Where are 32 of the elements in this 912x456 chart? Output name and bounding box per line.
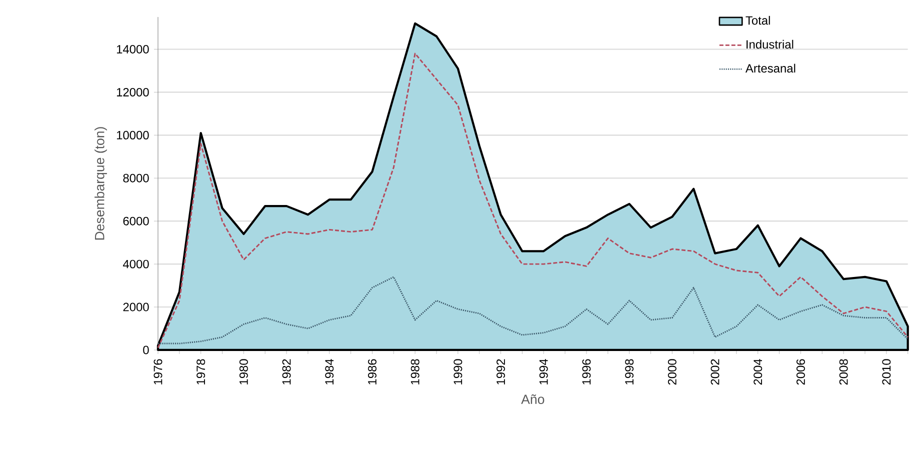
legend-label: Industrial bbox=[746, 40, 794, 49]
y-tick-label: 2000 bbox=[123, 302, 149, 312]
x-tick-label: 1988 bbox=[410, 359, 420, 384]
x-tick-label: 2000 bbox=[668, 359, 676, 385]
legend-label: Artesanal bbox=[745, 64, 796, 73]
x-tick-label: 2008 bbox=[839, 359, 848, 385]
x-tick-label: 1976 bbox=[154, 359, 162, 384]
y-tick-label: 6000 bbox=[123, 216, 149, 226]
x-tick-label: 1980 bbox=[239, 359, 248, 384]
x-tick-label: 2010 bbox=[882, 359, 891, 385]
legend-label: Total bbox=[746, 16, 770, 25]
x-tick-label: 2004 bbox=[754, 359, 762, 385]
x-tick-label: 1992 bbox=[496, 359, 506, 384]
x-tick-label: 2002 bbox=[710, 359, 720, 385]
x-tick-label: 1978 bbox=[196, 359, 206, 384]
x-tick-label: 1984 bbox=[325, 359, 334, 384]
y-tick-label: 10000 bbox=[116, 131, 149, 140]
x-tick-label: 2006 bbox=[796, 359, 805, 385]
x-axis-title: Año bbox=[521, 394, 544, 404]
x-tick-label: 1996 bbox=[582, 359, 591, 384]
y-tick-label: 4000 bbox=[122, 260, 149, 268]
x-tick-label: 1998 bbox=[625, 359, 634, 384]
x-tick-label: 1986 bbox=[368, 359, 376, 384]
x-tick-label: 1994 bbox=[539, 359, 548, 384]
y-axis-title: Desembarque (ton) bbox=[94, 127, 107, 240]
y-tick-label: 0 bbox=[143, 346, 149, 354]
y-tick-label: 8000 bbox=[123, 174, 149, 182]
x-tick-label: 1982 bbox=[282, 359, 291, 384]
y-tick-label: 12000 bbox=[116, 88, 149, 97]
y-tick-label: 14000 bbox=[116, 45, 149, 54]
line-series bbox=[157, 276, 909, 344]
x-tick-label: 1990 bbox=[454, 359, 462, 384]
